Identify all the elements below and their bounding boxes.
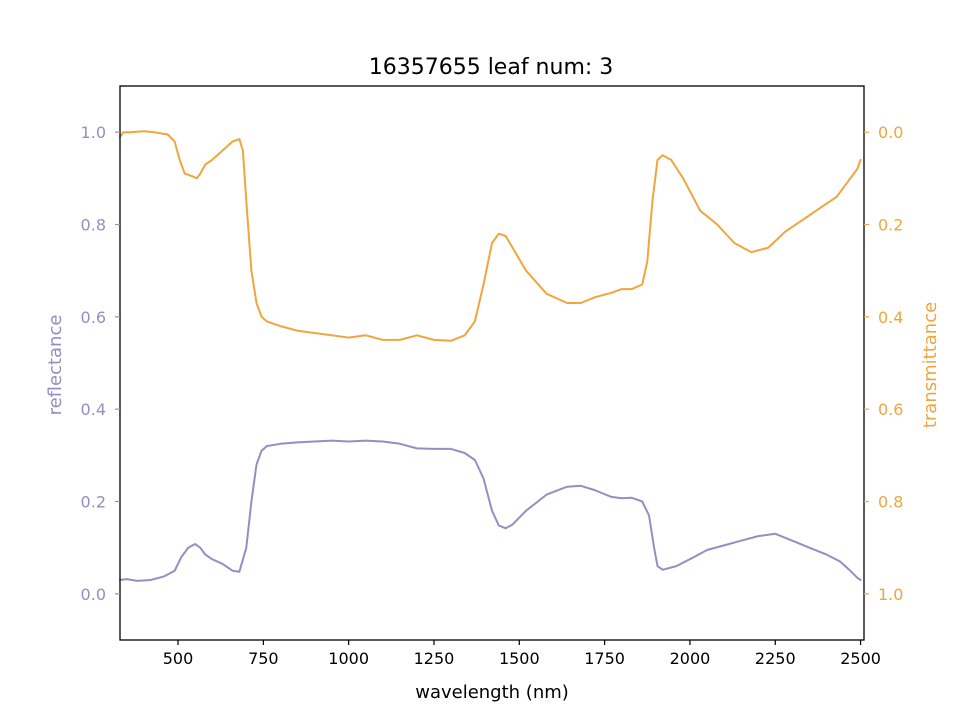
- y-right-tick-label: 0.0: [878, 123, 903, 142]
- x-tick-label: 1500: [499, 649, 540, 668]
- x-tick-label: 750: [248, 649, 279, 668]
- x-tick-label: 1250: [414, 649, 455, 668]
- y-left-tick-label: 0.6: [81, 308, 106, 327]
- y-right-tick-label: 0.6: [878, 400, 903, 419]
- plot-area: [119, 130, 862, 582]
- y-right-tick-label: 0.8: [878, 493, 903, 512]
- y-axis-left: 0.0 0.2 0.4 0.6 0.8 1.0: [81, 123, 120, 604]
- x-tick-label: 1750: [584, 649, 625, 668]
- reflectance-series-line: [119, 439, 862, 582]
- y-left-tick-label: 0.8: [81, 216, 106, 235]
- y-axis-label-left: reflectance: [45, 315, 66, 416]
- y-left-tick-label: 0.4: [81, 400, 106, 419]
- x-tick-label: 500: [163, 649, 194, 668]
- y-right-tick-label: 0.4: [878, 308, 903, 327]
- axes-frame: [119, 85, 865, 641]
- x-tick-label: 1000: [328, 649, 369, 668]
- chart-title: 16357655 leaf num: 3: [369, 55, 614, 80]
- x-tick-label: 2000: [670, 649, 711, 668]
- x-axis: 500 750 1000 1250 1500 1750 2000 2250 2500: [163, 640, 881, 668]
- y-left-tick-label: 0.0: [81, 585, 106, 604]
- y-right-tick-label: 1.0: [878, 585, 903, 604]
- x-tick-label: 2500: [840, 649, 881, 668]
- x-tick-label: 2250: [755, 649, 796, 668]
- y-left-tick-label: 1.0: [81, 123, 106, 142]
- y-axis-label-right: transmittance: [920, 302, 941, 428]
- y-left-tick-label: 0.2: [81, 493, 106, 512]
- y-right-tick-label: 0.2: [878, 216, 903, 235]
- x-axis-label: wavelength (nm): [415, 682, 569, 703]
- y-axis-right: 0.0 0.2 0.4 0.6 0.8 1.0: [864, 123, 903, 604]
- transmittance-series-line: [119, 130, 862, 342]
